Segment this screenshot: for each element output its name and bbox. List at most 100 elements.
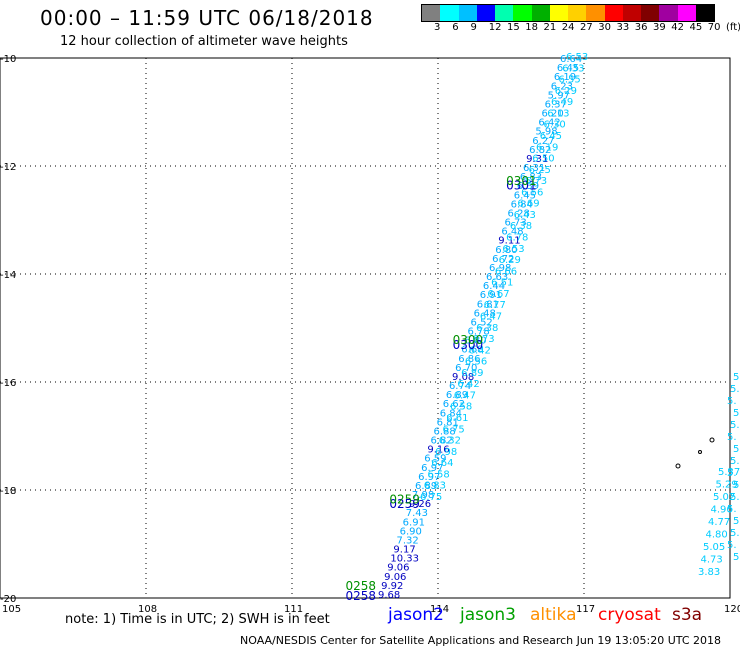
swh-value: 7.43	[406, 508, 428, 519]
lon-label: 111	[284, 604, 303, 615]
swh-value: 6.50	[532, 154, 554, 165]
swh-value: 6.89	[415, 481, 437, 492]
swh-value: 6.81	[437, 417, 459, 428]
swh-value: 6.78	[467, 327, 489, 338]
coast-swh-value: 5.	[730, 492, 740, 503]
altimeter-track: 6.646.456.196.235.976.376.206.425.986.27…	[346, 52, 589, 603]
subtitle: 12 hour collection of altimeter wave hei…	[60, 34, 348, 49]
swh-value: 6.70	[455, 363, 477, 374]
swh-value: 6.31	[523, 163, 545, 174]
lon-label: 108	[138, 604, 157, 615]
swh-value: 6.82	[430, 436, 452, 447]
swh-value: 6.48	[474, 308, 496, 319]
swh-value: 6.84	[511, 199, 533, 210]
time-label-jason3: 0301	[506, 174, 537, 188]
swh-value: 6.64	[431, 458, 453, 469]
lat-label: -16	[0, 378, 16, 389]
swh-value: 6.80	[464, 336, 486, 347]
scale-swatch	[695, 5, 714, 21]
lat-label: -20	[0, 594, 16, 605]
scale-swatch	[641, 5, 660, 21]
scale-label: 30	[598, 22, 611, 33]
swh-value: 9.06	[384, 572, 406, 583]
lon-label: 120	[724, 604, 740, 615]
time-label-jason2: 0300	[453, 338, 484, 352]
swh-value: 7.98	[412, 490, 434, 501]
swh-value: 6.58	[450, 402, 472, 413]
swh-value: 5.97	[548, 90, 570, 101]
swh-value: 9.16	[427, 445, 449, 456]
scale-label: 21	[543, 22, 557, 33]
coast-swh-value: 5.	[727, 468, 737, 479]
scale-label: 27	[580, 22, 593, 33]
swh-value: 5.02	[713, 492, 735, 503]
swh-value: 6.61	[446, 413, 468, 424]
swh-value: 6.48	[501, 227, 523, 238]
swh-value: 6.44	[483, 281, 505, 292]
swh-value: 6.77	[484, 300, 506, 311]
scale-swatch	[495, 5, 514, 21]
swh-value: 6.51	[491, 278, 513, 289]
swh-value: 6.38	[476, 323, 498, 334]
swh-value: 6.64	[560, 54, 582, 65]
island	[709, 437, 715, 443]
coast-swh-value: 5.	[730, 528, 740, 539]
scale-label: (ft)	[726, 22, 740, 33]
scale-swatch	[677, 5, 696, 21]
swh-value: 6.75	[420, 492, 442, 503]
wave-height-color-scale	[421, 4, 715, 22]
scale-swatch	[476, 5, 495, 21]
swh-value: 10.33	[390, 554, 419, 565]
lon-label: 117	[576, 604, 595, 615]
time-label-jason3: 0300	[453, 333, 484, 347]
swh-value: 6.84	[440, 408, 462, 419]
swh-value: 6.58	[427, 469, 449, 480]
swh-value: 6.83	[520, 172, 542, 183]
swh-value: 6.74	[449, 381, 471, 392]
coast-swh-value: 5.	[730, 420, 740, 431]
swh-value: 9.08	[452, 372, 474, 383]
scale-swatch	[458, 5, 477, 21]
scale-swatch	[422, 5, 441, 21]
scale-swatch	[440, 5, 459, 21]
lat-label: -18	[0, 486, 16, 497]
swh-value: 5.29	[716, 480, 738, 491]
swh-value: 6.42	[538, 118, 560, 129]
coast-swh-value: 5.	[727, 540, 737, 551]
swh-value: 6.25	[529, 165, 551, 176]
swh-value: 6.20	[541, 109, 563, 120]
swh-value: 5.37	[718, 467, 740, 478]
swh-value: 6.45	[540, 131, 562, 142]
scale-swatch	[622, 5, 641, 21]
scale-label: 6	[452, 22, 459, 33]
credit-line: NOAA/NESDIS Center for Satellite Applica…	[240, 634, 722, 647]
coast-swh-value: 5.	[727, 396, 737, 407]
swh-value: 6.68	[461, 345, 483, 356]
scale-label: 42	[671, 22, 684, 33]
swh-value: 6.63	[486, 272, 508, 283]
swh-value: 9.17	[393, 545, 415, 556]
coast-swh-value: 5.	[733, 480, 740, 491]
main-title: 00:00 – 11:59 UTC 06/18/2018	[40, 6, 374, 30]
scale-label: 39	[653, 22, 666, 33]
swh-value: 6.89	[461, 368, 483, 379]
swh-value: 5.05	[703, 542, 725, 553]
swh-value: 6.73	[504, 218, 526, 229]
swh-value: 9.06	[387, 563, 409, 574]
swh-value: 9.11	[498, 236, 520, 247]
swh-value: 6.30	[544, 120, 566, 131]
scale-swatch	[549, 5, 568, 21]
swh-value: 6.81	[477, 299, 499, 310]
legend-jason3: jason3	[460, 605, 516, 625]
swh-value: 6.89	[446, 390, 468, 401]
scale-label: 15	[507, 22, 520, 33]
swh-value: 6.62	[443, 399, 465, 410]
swh-value: 6.88	[434, 426, 456, 437]
lon-label: 114	[430, 604, 449, 615]
coast-swh-value: 5.	[733, 444, 740, 455]
time-label-jason3: 0259	[389, 493, 420, 507]
coast-swh-value: 5.	[727, 432, 737, 443]
lat-label: -14	[0, 270, 16, 281]
swh-value: 6.98	[435, 447, 457, 458]
swh-value: 6.86	[458, 354, 480, 365]
